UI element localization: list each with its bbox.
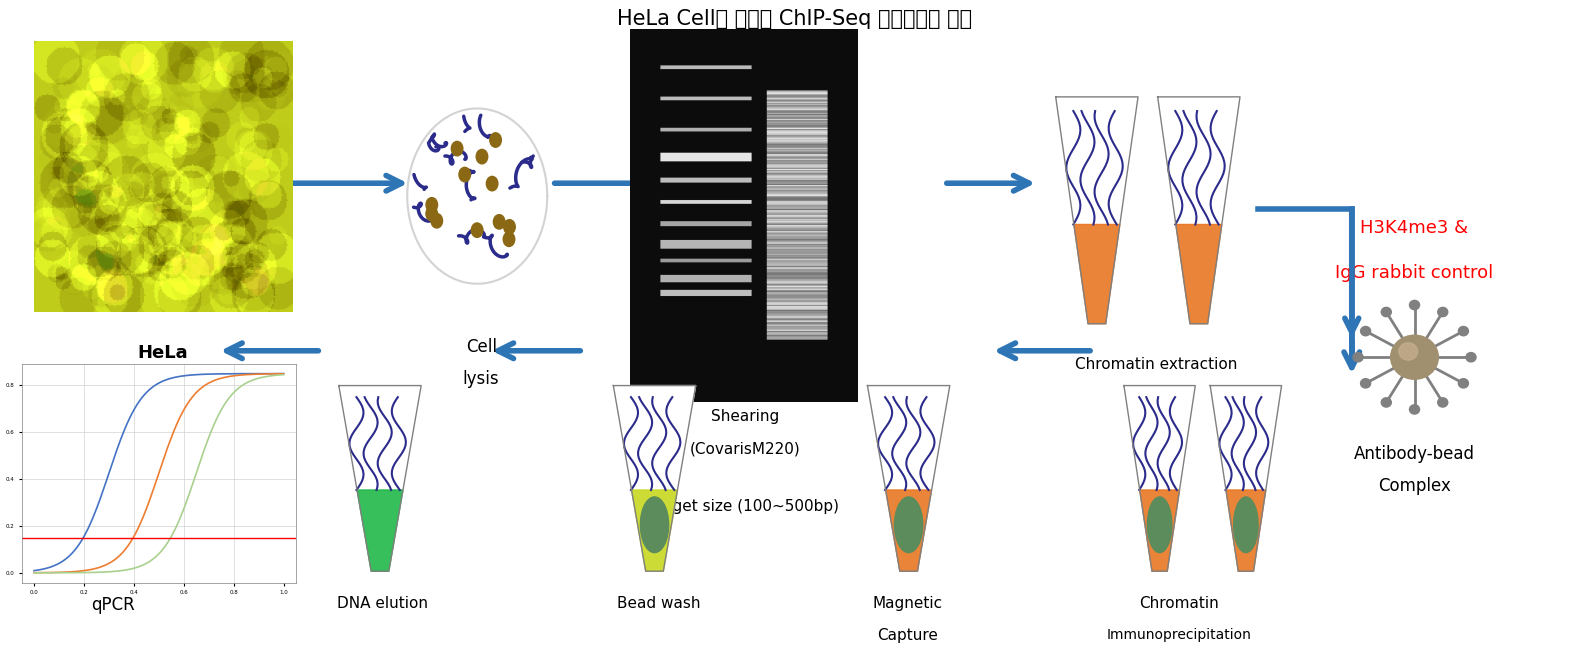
- Text: Cell: Cell: [465, 338, 497, 356]
- Text: HeLa: HeLa: [138, 344, 188, 362]
- Text: H3K4me3 &: H3K4me3 &: [1361, 219, 1468, 237]
- Text: Magnetic: Magnetic: [873, 595, 943, 610]
- Text: DNA elution: DNA elution: [337, 595, 427, 610]
- Text: target size (100~500bp): target size (100~500bp): [650, 499, 838, 514]
- Text: Capture: Capture: [878, 628, 938, 643]
- Text: lysis: lysis: [464, 370, 500, 388]
- Text: Chromatin extraction: Chromatin extraction: [1074, 358, 1237, 372]
- Text: Immunoprecipitation: Immunoprecipitation: [1107, 628, 1251, 642]
- Text: Antibody-bead: Antibody-bead: [1354, 445, 1474, 463]
- Text: (CovarisM220): (CovarisM220): [690, 441, 800, 456]
- Text: qPCR: qPCR: [90, 595, 134, 614]
- Text: IgG rabbit control: IgG rabbit control: [1335, 265, 1493, 283]
- Text: Bead wash: Bead wash: [617, 595, 701, 610]
- Text: Complex: Complex: [1378, 477, 1451, 495]
- Text: HeLa Cell을 이용한 ChIP-Seq 실험방법의 셋업: HeLa Cell을 이용한 ChIP-Seq 실험방법의 셋업: [617, 9, 973, 29]
- Text: Shearing: Shearing: [710, 409, 778, 424]
- Text: Cross-linking & Harvest: Cross-linking & Harvest: [73, 376, 253, 391]
- Text: Chromatin: Chromatin: [1139, 595, 1220, 610]
